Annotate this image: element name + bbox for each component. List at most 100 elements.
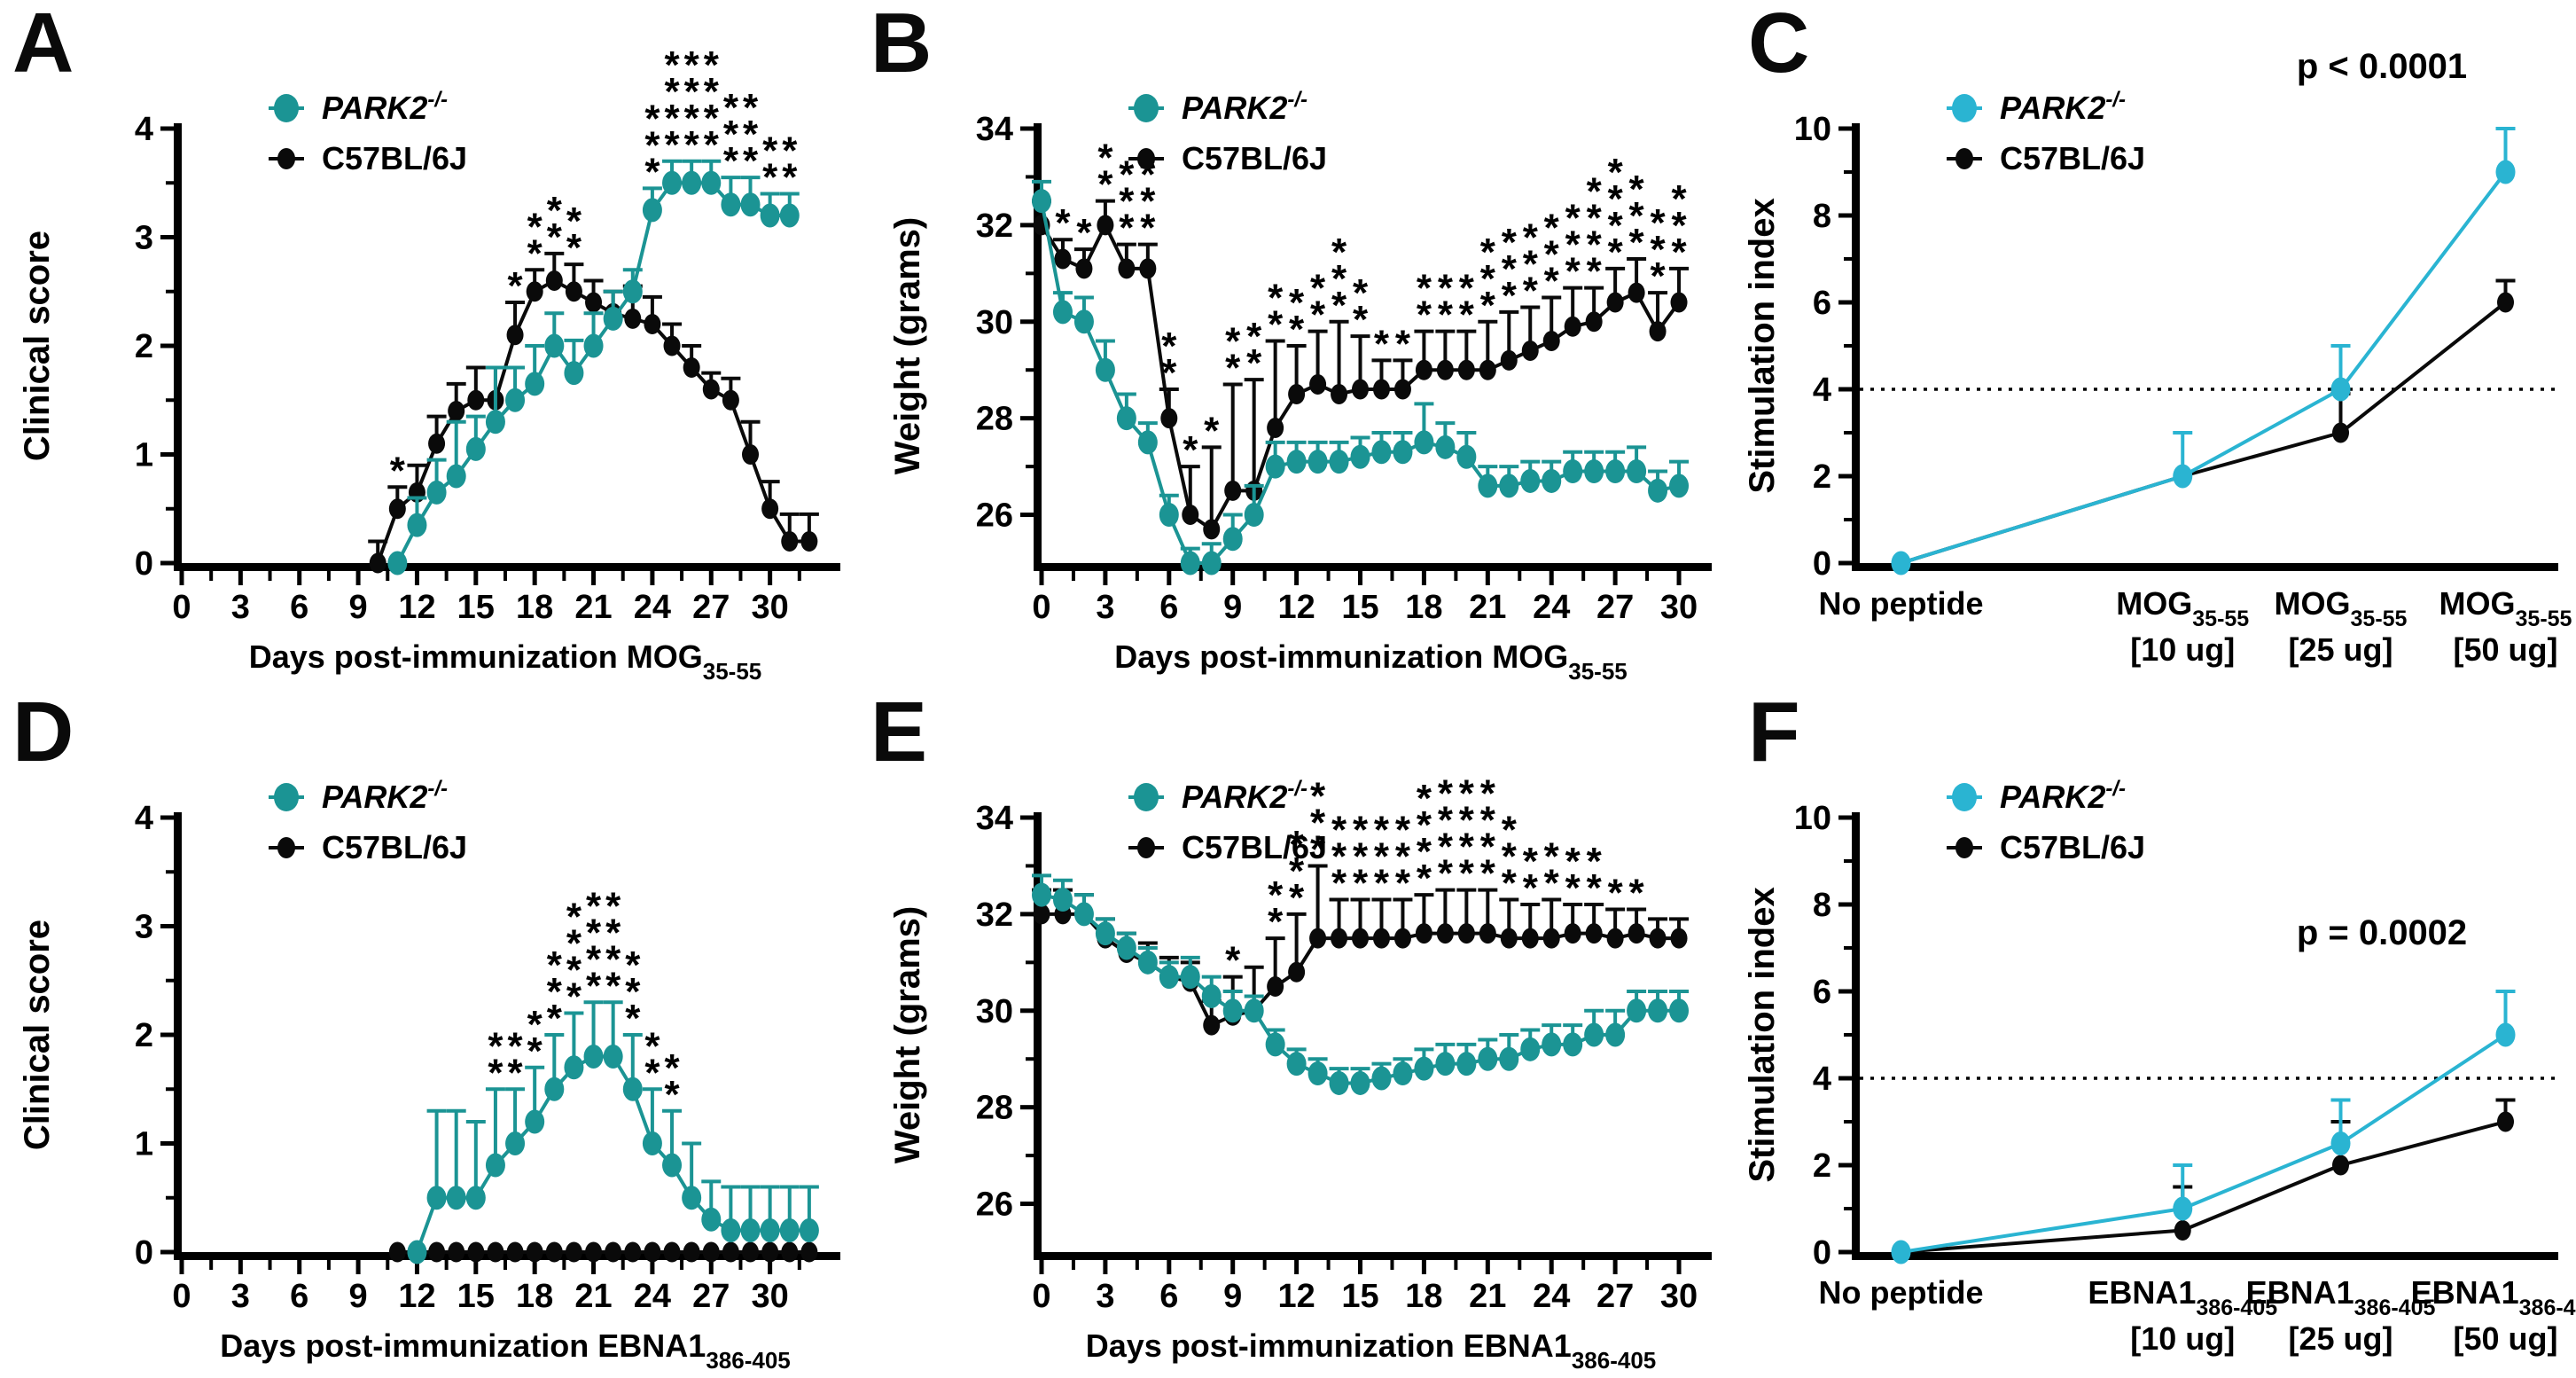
data-point: [1542, 928, 1560, 949]
x-minor-tick: [1135, 1260, 1139, 1270]
significance-star: *: [1587, 866, 1603, 910]
x-minor-tick: [1645, 1260, 1650, 1270]
y-minor-tick: [166, 978, 174, 983]
x-tick: [1294, 1260, 1300, 1274]
data-point: [428, 433, 446, 454]
data-point: [1159, 965, 1179, 990]
data-point: [760, 1218, 780, 1242]
x-tick: [650, 1260, 655, 1274]
x-tick: [355, 571, 361, 585]
significance-star: *: [1055, 201, 1071, 245]
data-point: [467, 1241, 485, 1263]
x-axis: [174, 563, 840, 571]
x-minor-tick: [444, 1260, 449, 1270]
data-point: [1159, 503, 1179, 528]
significance-star: *: [1565, 840, 1581, 883]
significance-star: *: [723, 139, 739, 183]
data-point: [1478, 474, 1498, 498]
significance-star: *: [1587, 840, 1603, 883]
legend-marker: [1952, 94, 1977, 122]
data-point: [1054, 248, 1072, 270]
data-point: [1222, 527, 1243, 552]
x-minor-tick: [1390, 1260, 1394, 1270]
data-point: [624, 308, 642, 329]
data-point: [1033, 904, 1050, 925]
series-PARK2: *************************: [387, 43, 800, 575]
significance-star: *: [1629, 168, 1645, 211]
data-point: [448, 1241, 465, 1263]
data-point: [1137, 950, 1158, 975]
x-minor-tick: [268, 571, 272, 581]
data-point: [1891, 1240, 1911, 1264]
data-point: [1479, 359, 1496, 380]
series-C57BL/6J: **** ****: [368, 189, 819, 574]
data-point: [1095, 357, 1115, 382]
data-point: [1116, 936, 1136, 960]
data-point: [1584, 459, 1604, 484]
x-minor-tick: [268, 1260, 272, 1270]
data-point: [1286, 450, 1307, 474]
significance-star: *: [1544, 862, 1560, 905]
series-C57BL/6J: ****************************************…: [1032, 137, 1690, 540]
y-minor-tick: [1844, 170, 1852, 174]
y-tick-label: 8: [1813, 198, 1831, 235]
data-point: [622, 279, 643, 304]
data-point: [1479, 923, 1496, 944]
significance-star: *: [586, 911, 602, 954]
data-point: [1670, 292, 1688, 313]
y-tick: [160, 1249, 174, 1255]
data-point: [448, 401, 465, 421]
significance-star: *: [1523, 840, 1539, 883]
data-point: [1350, 1070, 1370, 1095]
legend-label: C57BL/6J: [2000, 140, 2145, 176]
data-point: [1628, 923, 1645, 944]
significance-star: *: [547, 189, 563, 232]
data-point: [1201, 551, 1222, 575]
x-tick: [1612, 571, 1618, 585]
y-tick-label: 34: [976, 111, 1013, 148]
x-minor-tick: [797, 1260, 801, 1270]
significance-star: *: [527, 1003, 543, 1046]
data-point: [642, 198, 662, 223]
data-point: [1372, 928, 1390, 949]
category-label-line2: [50 ug]: [2453, 1320, 2557, 1357]
significance-star: *: [1523, 866, 1539, 910]
axes: 26 28 30 32 34 0 3 6 9 12 15 18 21 24 27 30: [976, 111, 1712, 626]
panel-A-clinical-score-mog: A 0 1 2 3 4 0 3 6 9 12 15 18 21 24 27 30 Days post-immun…: [0, 0, 858, 689]
y-tick-label: 2: [135, 328, 153, 365]
data-point: [505, 388, 526, 412]
y-tick-label: 30: [976, 993, 1013, 1030]
significance-star: *: [743, 86, 759, 129]
data-point: [1180, 965, 1200, 990]
data-point: [1456, 1052, 1477, 1077]
series-C57BL/6J: [1893, 278, 2516, 574]
data-point: [1606, 292, 1624, 313]
y-minor-tick: [166, 181, 174, 185]
data-point: [721, 1218, 741, 1242]
data-point: [1329, 1070, 1349, 1095]
data-point: [2173, 1196, 2193, 1221]
data-point: [1457, 923, 1475, 944]
data-point: [1605, 1022, 1626, 1047]
y-tick: [1020, 126, 1034, 131]
x-tick: [1549, 1260, 1554, 1274]
legend: PARK2-/- C57BL/6J: [269, 88, 467, 176]
x-minor-tick: [680, 1260, 684, 1270]
data-point: [1628, 282, 1645, 303]
data-point: [1032, 189, 1051, 214]
significance-star: *: [644, 123, 660, 167]
legend-label: C57BL/6J: [1182, 140, 1327, 176]
data-point: [1414, 1056, 1434, 1081]
legend-marker: [1955, 837, 1973, 858]
significance-star: *: [1629, 871, 1645, 914]
y-tick: [1838, 474, 1852, 479]
y-tick-label: 0: [1813, 545, 1831, 583]
data-point: [2330, 377, 2351, 402]
data-point: [740, 192, 761, 217]
y-tick: [1020, 223, 1034, 228]
data-point: [585, 1241, 603, 1263]
y-tick-label: 28: [976, 401, 1013, 438]
data-point: [506, 325, 524, 346]
significance-star: *: [625, 997, 641, 1040]
significance-star: *: [1565, 250, 1581, 294]
